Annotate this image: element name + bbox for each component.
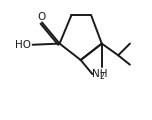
Text: HO: HO [16,40,31,50]
Text: 2: 2 [99,72,104,81]
Text: O: O [37,12,46,22]
Text: NH: NH [92,69,108,79]
